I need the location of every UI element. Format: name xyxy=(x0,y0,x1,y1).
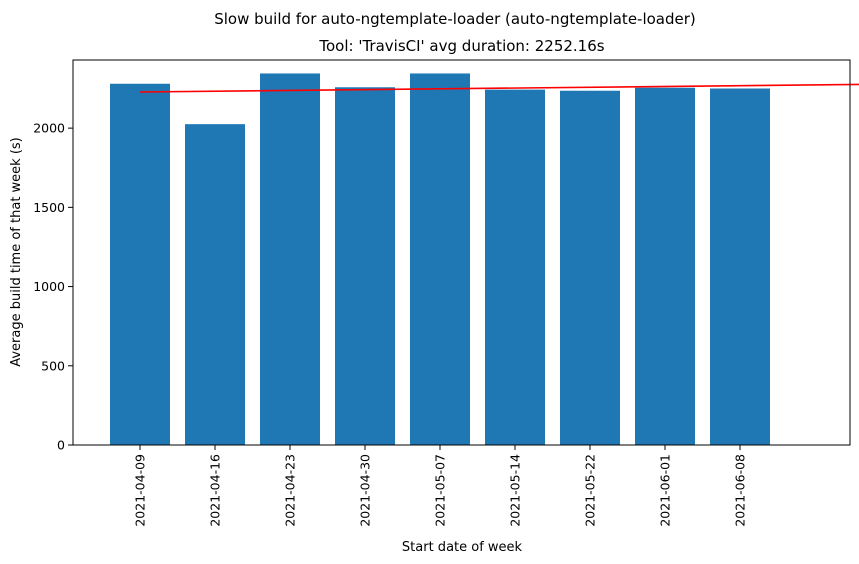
y-tick-label: 0 xyxy=(57,438,65,453)
y-tick-label: 2000 xyxy=(33,121,65,136)
bar xyxy=(260,73,320,446)
chart-title: Tool: 'TravisCI' avg duration: 2252.16s xyxy=(318,37,604,55)
bar xyxy=(710,88,770,445)
y-axis: 0 500 1000 1500 2000 xyxy=(33,121,73,453)
bar xyxy=(335,87,395,445)
bar xyxy=(185,124,245,446)
x-tick-label: 2021-06-08 xyxy=(733,454,748,527)
bar xyxy=(635,87,695,446)
y-tick-label: 1000 xyxy=(33,279,65,294)
x-tick-label: 2021-05-07 xyxy=(433,454,448,527)
plot-frame xyxy=(72,59,851,446)
bar xyxy=(560,90,620,445)
y-axis-label: Average build time of that week (s) xyxy=(9,137,24,367)
x-tick-label: 2021-05-22 xyxy=(583,454,598,527)
y-tick-label: 500 xyxy=(41,358,65,373)
trend-line-group xyxy=(139,83,859,93)
bar xyxy=(110,83,170,445)
x-tick-label: 2021-04-09 xyxy=(133,454,148,527)
chart-suptitle: Slow build for auto-ngtemplate-loader (a… xyxy=(214,10,696,28)
x-tick-label: 2021-04-30 xyxy=(358,454,373,527)
bar-group xyxy=(110,73,770,446)
y-tick-label: 1500 xyxy=(33,200,65,215)
x-tick-label: 2021-06-01 xyxy=(658,454,673,527)
x-axis-label: Start date of week xyxy=(402,540,523,555)
x-tick-label: 2021-05-14 xyxy=(508,454,523,527)
bar xyxy=(485,89,545,446)
x-axis: 2021-04-09 2021-04-16 2021-04-23 2021-04-30… xyxy=(133,445,748,527)
x-tick-label: 2021-04-16 xyxy=(208,454,223,527)
trend-line xyxy=(139,83,859,93)
x-tick-label: 2021-04-23 xyxy=(283,454,298,527)
bar xyxy=(410,73,470,446)
